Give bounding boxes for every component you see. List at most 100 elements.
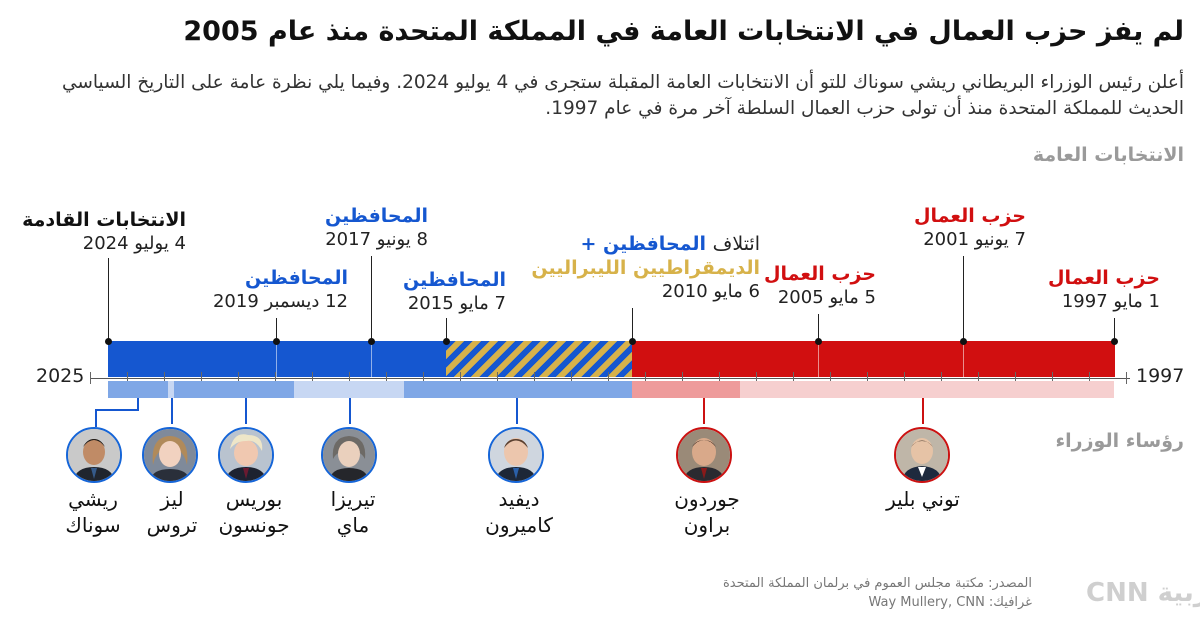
election-party-label: ائتلاف المحافظين + [531, 232, 760, 256]
axis-tick [645, 372, 646, 384]
axis-tick [164, 372, 165, 384]
axis-tick [1015, 372, 1016, 384]
avatar-david-cameron [488, 427, 544, 483]
pm-name-may: تيريزا ماي [303, 486, 403, 538]
avatar-boris-johnson [218, 427, 274, 483]
conservative-period-bar [108, 341, 446, 377]
pm-tenure-sunak [108, 381, 168, 398]
band-divider [818, 341, 819, 377]
axis-year-start: 1997 [1136, 365, 1185, 387]
pm-name-truss: ليز تروس [132, 486, 212, 538]
page-subtitle: أعلن رئيس الوزراء البريطاني ريشي سوناك ل… [61, 72, 1184, 119]
election-date: 12 ديسمبر 2019 [212, 291, 348, 312]
election-dot [629, 338, 636, 345]
pm-name-line: ليز [160, 487, 184, 511]
elections-section-label: الانتخابات العامة [1032, 144, 1184, 166]
pm-stem [703, 398, 705, 424]
election-dot [443, 338, 450, 345]
avatar-liz-truss [142, 427, 198, 483]
election-party-label: حزب العمال [764, 263, 876, 285]
axis-tick [608, 372, 609, 384]
election-2010: ائتلاف المحافظين + الديمقراطيين الليبرال… [531, 232, 760, 304]
pm-name-line: توني بلير [886, 487, 960, 511]
election-2015: المحافظين 7 مايو 2015 [403, 268, 506, 316]
election-coalition-party: المحافظين + [580, 233, 707, 255]
axis-tick [238, 372, 239, 384]
person-icon [68, 429, 120, 481]
election-party-label: المحافظين [244, 267, 348, 289]
band-divider [276, 341, 277, 377]
election-dot [1111, 338, 1118, 345]
axis-tick [941, 372, 942, 384]
axis-tick [386, 372, 387, 384]
election-party-label: المحافظين [324, 205, 428, 227]
pm-name-johnson: بوريس جونسون [204, 486, 304, 538]
cnn-arabic-logo: CNN بالعربية [1086, 578, 1200, 608]
pm-stem [95, 409, 97, 427]
pm-tenure-may [294, 381, 404, 398]
axis-tick [349, 372, 350, 384]
axis-tick [867, 372, 868, 384]
pm-name-line: كاميرون [485, 513, 553, 537]
axis-year-end: 2025 [36, 365, 85, 387]
election-1997: حزب العمال 1 مايو 1997 [1048, 266, 1160, 314]
axis-tick [756, 372, 757, 384]
pm-name-blair: توني بلير [858, 486, 988, 512]
timeline-axis [90, 378, 1130, 379]
axis-tick [571, 372, 572, 384]
pm-stem [922, 398, 924, 424]
pm-name-line: سوناك [65, 513, 121, 537]
axis-tick [312, 372, 313, 384]
axis-tick [1089, 372, 1090, 384]
pm-name-line: جونسون [218, 513, 290, 537]
election-party-label: الانتخابات القادمة [22, 209, 186, 231]
axis-tick [127, 372, 128, 384]
axis-tick [460, 372, 461, 384]
pm-name-cameron: ديفيد كاميرون [454, 486, 584, 538]
election-coalition-party-2: الديمقراطيين الليبراليين [531, 257, 760, 279]
axis-tick [201, 372, 202, 384]
axis-tick [90, 372, 91, 384]
axis-tick [719, 372, 720, 384]
pm-name-line: بوريس [225, 487, 283, 511]
person-icon [144, 429, 196, 481]
election-2017: المحافظين 8 يونيو 2017 [325, 204, 428, 252]
election-date: 5 مايو 2005 [777, 287, 876, 308]
pm-stem [349, 398, 351, 424]
person-icon [678, 429, 730, 481]
pm-name-line: تيريزا [330, 487, 376, 511]
election-stem [446, 318, 447, 342]
election-2001: حزب العمال 7 يونيو 2001 [914, 204, 1026, 252]
axis-tick [1052, 372, 1053, 384]
person-icon [323, 429, 375, 481]
election-dot [368, 338, 375, 345]
source-text: المصدر: مكتبة مجلس العموم في برلمان المم… [722, 576, 1032, 591]
pm-name-brown: جوردون براون [642, 486, 772, 538]
election-date: 7 مايو 2015 [407, 293, 506, 314]
election-stem [632, 308, 633, 342]
avatar-gordon-brown [676, 427, 732, 483]
election-2019: المحافظين 12 ديسمبر 2019 [213, 266, 348, 314]
election-dot [960, 338, 967, 345]
election-stem [371, 256, 372, 342]
election-date: 1 مايو 1997 [1061, 291, 1160, 312]
pm-name-line: ريشي [68, 487, 118, 511]
pm-stem [245, 398, 247, 424]
avatar-theresa-may [321, 427, 377, 483]
pm-name-line: جوردون [674, 487, 740, 511]
election-date: 4 يوليو 2024 [82, 233, 186, 254]
pm-name-line: براون [683, 513, 731, 537]
pm-tenure-cameron [404, 381, 632, 398]
person-icon [490, 429, 542, 481]
axis-tick [497, 372, 498, 384]
axis-tick [830, 372, 831, 384]
election-stem [818, 314, 819, 342]
axis-tick [793, 372, 794, 384]
axis-tick [1126, 372, 1127, 384]
axis-tick [423, 372, 424, 384]
pm-name-sunak: ريشي سوناك [48, 486, 138, 538]
person-icon [220, 429, 272, 481]
pm-tenure-brown [632, 381, 740, 398]
axis-tick [275, 372, 276, 384]
pm-stem [137, 398, 139, 410]
